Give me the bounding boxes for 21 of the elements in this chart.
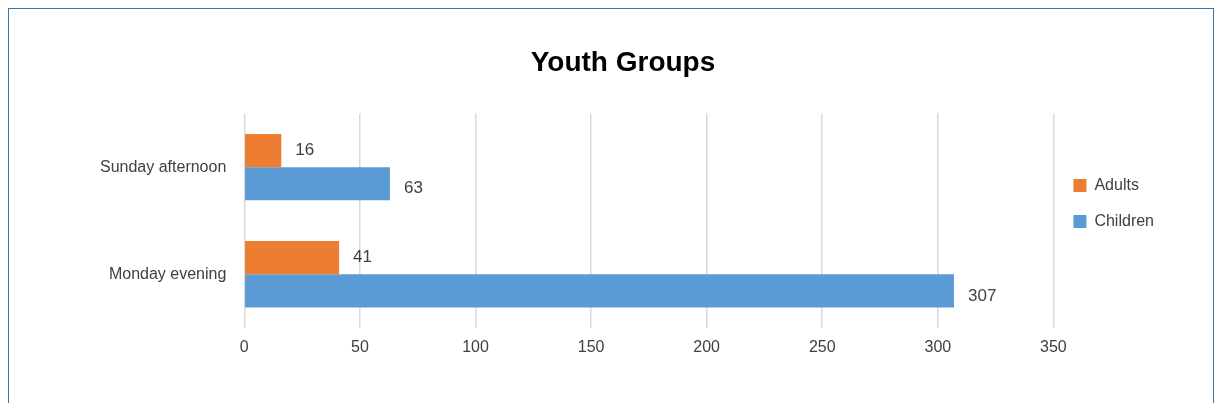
x-tick-label: 100 [462, 337, 489, 355]
y-tick-label: Sunday afternoon [99, 157, 227, 175]
y-tick-label: Monday evening [108, 264, 227, 282]
x-tick-label: 150 [577, 337, 605, 355]
data-label: 63 [403, 178, 423, 198]
bar [245, 241, 340, 275]
legend-label: Children [1094, 211, 1155, 229]
bar [245, 133, 282, 168]
data-label: 16 [295, 140, 315, 160]
x-tick-label: 200 [693, 337, 721, 355]
x-tick-label: 300 [924, 337, 952, 355]
chart-title: Youth Groups [530, 45, 716, 77]
data-label: 307 [968, 285, 997, 305]
bar [245, 274, 955, 308]
data-label: 41 [353, 247, 373, 267]
legend-label: Adults [1094, 175, 1139, 193]
x-tick-label: 50 [351, 337, 369, 355]
x-tick-label: 350 [1040, 337, 1067, 355]
x-tick-label: 250 [808, 337, 836, 355]
bar [245, 167, 390, 201]
x-tick-label: 0 [239, 337, 249, 355]
